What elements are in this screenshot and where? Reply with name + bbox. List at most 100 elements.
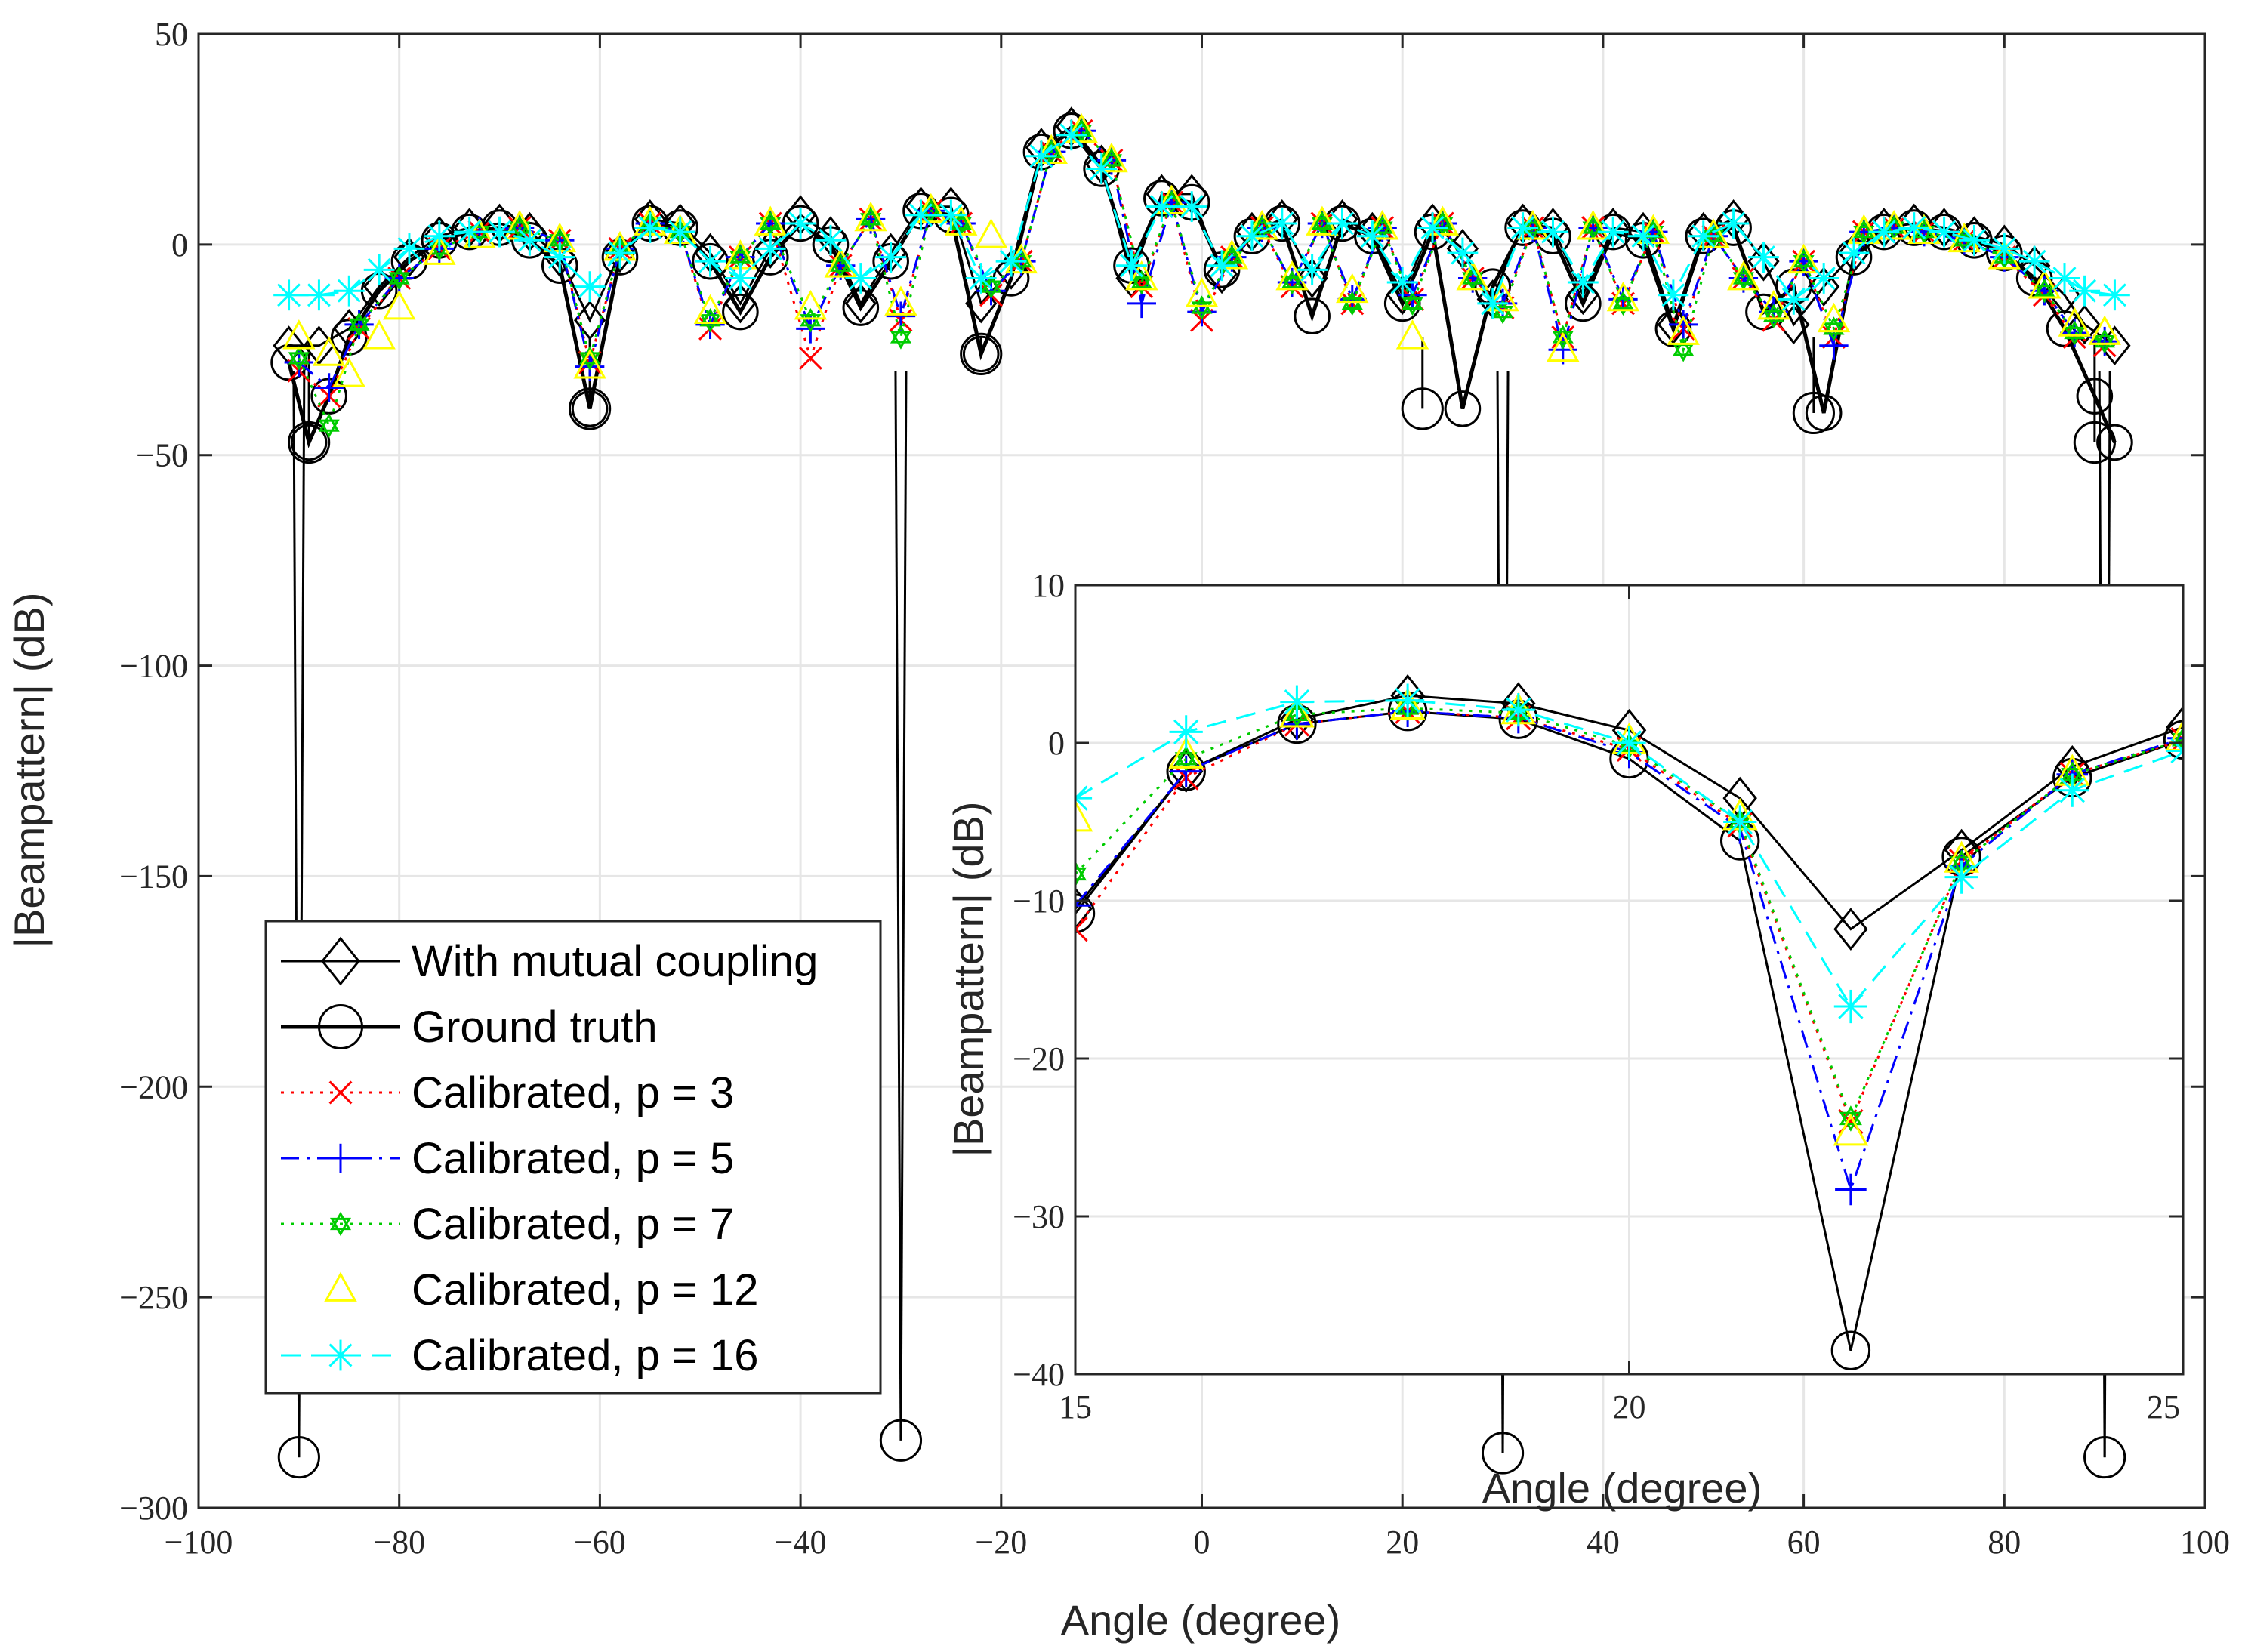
data-point-marker bbox=[273, 279, 304, 311]
main-y-tick-label: −200 bbox=[119, 1068, 188, 1105]
deep-null-marker bbox=[1481, 1432, 1525, 1475]
inset-x-tick-label: 15 bbox=[1059, 1388, 1092, 1425]
data-point-marker bbox=[1185, 277, 1219, 307]
data-point-marker bbox=[1853, 219, 1875, 245]
data-point-marker bbox=[1658, 279, 1689, 311]
data-point-marker bbox=[695, 245, 726, 277]
main-x-tick-label: 0 bbox=[1194, 1524, 1210, 1561]
data-point-marker bbox=[1280, 685, 1314, 719]
data-point-marker bbox=[484, 216, 515, 248]
data-point-marker bbox=[1056, 119, 1087, 151]
data-point-marker bbox=[1727, 260, 1760, 291]
data-point-marker bbox=[1275, 260, 1309, 291]
data-point-marker bbox=[1830, 1330, 1871, 1370]
legend-label: Calibrated, p = 3 bbox=[412, 1068, 734, 1117]
data-point-marker bbox=[2163, 720, 2183, 760]
main-y-tick-label: −300 bbox=[119, 1490, 188, 1527]
data-point-marker bbox=[573, 349, 606, 379]
inset-axes: 15 20 25 10 0 −10 −20 −30 −40 Angle (degree) |Be… bbox=[945, 567, 2185, 1512]
data-point-marker bbox=[1537, 216, 1568, 248]
data-point-marker bbox=[1718, 208, 1750, 239]
data-point-marker bbox=[382, 290, 416, 320]
data-point-marker bbox=[1877, 210, 1910, 240]
data-point-marker bbox=[1838, 237, 1870, 269]
inset-y-tick-label: 10 bbox=[1032, 567, 1065, 604]
data-point-marker bbox=[1327, 208, 1358, 239]
series-calibrated-p-16 bbox=[273, 119, 2130, 319]
data-point-marker bbox=[995, 245, 1027, 277]
inset-x-axis-title: Angle (degree) bbox=[1482, 1464, 1762, 1512]
data-point-marker bbox=[1146, 191, 1177, 223]
data-point-marker bbox=[423, 235, 456, 265]
main-x-tick-label: 60 bbox=[1787, 1524, 1821, 1561]
data-point-marker bbox=[1606, 281, 1640, 312]
data-point-marker bbox=[1582, 215, 1604, 240]
data-point-marker bbox=[1365, 210, 1399, 240]
legend-entry: Calibrated, p = 7 bbox=[281, 1200, 734, 1249]
data-point-marker bbox=[363, 254, 395, 285]
data-point-marker bbox=[424, 220, 455, 252]
data-point-marker bbox=[1169, 715, 1203, 749]
data-point-marker bbox=[1386, 267, 1418, 298]
legend-marker bbox=[324, 1271, 357, 1302]
data-point-marker bbox=[393, 233, 425, 264]
data-point-marker bbox=[393, 237, 426, 277]
data-point-marker bbox=[1944, 860, 1978, 894]
data-point-marker bbox=[1627, 220, 1659, 252]
data-point-marker bbox=[332, 357, 366, 387]
data-point-marker bbox=[1839, 1105, 1862, 1132]
deep-null-marker bbox=[277, 1435, 320, 1479]
data-point-marker bbox=[2099, 279, 2130, 311]
data-point-marker bbox=[312, 336, 346, 366]
data-point-marker bbox=[2165, 719, 2183, 751]
data-point-marker bbox=[2049, 263, 2080, 294]
data-point-marker bbox=[1417, 212, 1448, 243]
data-point-marker bbox=[1805, 394, 1843, 432]
data-point-marker bbox=[890, 325, 911, 350]
data-point-marker bbox=[571, 390, 609, 427]
data-point-marker bbox=[845, 263, 877, 294]
data-point-marker bbox=[860, 207, 882, 232]
data-point-marker bbox=[1447, 237, 1479, 269]
main-x-tick-label: 80 bbox=[1988, 1524, 2021, 1561]
data-point-marker bbox=[1206, 250, 1238, 282]
legend-label: Ground truth bbox=[412, 1003, 658, 1052]
legend-entry: Calibrated, p = 5 bbox=[281, 1134, 734, 1183]
data-point-marker bbox=[1086, 153, 1118, 184]
data-point-marker bbox=[1576, 210, 1610, 240]
legend-entries: With mutual coupling Ground truth Calibrat… bbox=[281, 936, 818, 1380]
data-point-marker bbox=[1395, 319, 1429, 350]
data-point-marker bbox=[692, 242, 729, 280]
data-point-marker bbox=[362, 319, 396, 350]
inset-y-axis-title: |Beampattern| (dB) bbox=[945, 801, 992, 1157]
main-y-axis-title: |Beampattern| (dB) bbox=[5, 592, 53, 948]
legend: With mutual coupling Ground truth Calibrat… bbox=[264, 920, 882, 1395]
data-point-marker bbox=[962, 335, 1000, 373]
data-point-marker bbox=[1125, 260, 1158, 291]
data-point-marker bbox=[2170, 727, 2183, 753]
data-point-marker bbox=[509, 215, 531, 240]
null-marker bbox=[569, 387, 612, 430]
main-x-axis-title: Angle (degree) bbox=[1061, 1596, 1340, 1644]
data-point-marker bbox=[794, 290, 828, 320]
data-point-marker bbox=[1612, 726, 1646, 760]
data-point-marker bbox=[1306, 205, 1339, 236]
data-point-marker bbox=[604, 237, 636, 269]
deep-null-marker bbox=[2083, 1435, 2126, 1479]
data-point-marker bbox=[1075, 889, 1091, 922]
main-x-tick-label: 40 bbox=[1587, 1524, 1620, 1561]
data-point-marker bbox=[1075, 861, 1087, 887]
data-point-marker bbox=[1294, 297, 1331, 334]
data-point-marker bbox=[1456, 260, 1489, 291]
data-point-marker bbox=[1898, 212, 1930, 243]
data-point-marker bbox=[1297, 254, 1328, 285]
legend-marker bbox=[318, 1004, 363, 1049]
legend-marker bbox=[325, 1339, 356, 1371]
data-point-marker bbox=[2088, 315, 2121, 345]
data-point-marker bbox=[905, 199, 936, 231]
data-point-marker bbox=[785, 208, 816, 239]
data-point-marker bbox=[1667, 315, 1700, 345]
data-point-marker bbox=[974, 218, 1008, 248]
data-point-marker bbox=[1065, 112, 1098, 143]
data-point-marker bbox=[1868, 216, 1900, 248]
